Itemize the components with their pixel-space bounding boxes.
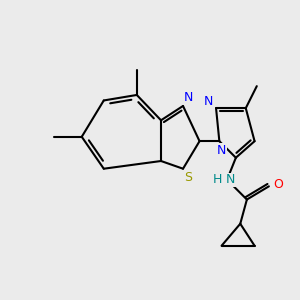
Text: N: N [204,95,213,108]
Text: H: H [212,173,222,186]
Text: N: N [226,173,235,186]
Text: N: N [217,143,226,157]
Text: N: N [184,91,193,104]
Text: O: O [273,178,283,190]
Text: S: S [184,171,193,184]
